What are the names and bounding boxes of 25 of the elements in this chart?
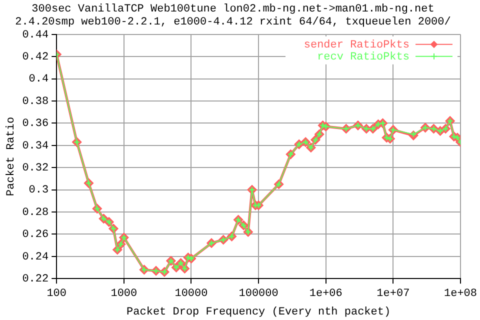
- x-tick-label: 1e+08: [444, 288, 478, 300]
- legend-label: sender RatioPkts: [304, 39, 410, 52]
- x-tick-label: 100000: [238, 288, 278, 300]
- y-tick-label: 0.22: [22, 274, 49, 286]
- y-axis-title: Packet Ratio: [6, 116, 18, 196]
- chart-subtitle: 2.4.20smp web100-2.2.1, e1000-4.4.12 rxint 64/64, txqueuelen 2000/: [15, 16, 451, 29]
- y-tick-label: 0.44: [22, 29, 49, 42]
- x-tick-label: 1000: [110, 288, 138, 300]
- chart-title: 300sec VanillaTCP Web100tune lon02.mb-ng.net->man01.mb-ng.net: [32, 4, 434, 16]
- x-axis-title: Packet Drop Frequency (Every nth packet): [126, 306, 391, 318]
- y-tick-label: 0.28: [22, 206, 49, 219]
- y-tick-label: 0.4: [28, 74, 49, 86]
- legend-label: recv RatioPkts: [317, 51, 410, 64]
- x-tick-label: 1e+06: [309, 288, 342, 300]
- y-tick-label: 0.34: [22, 140, 49, 152]
- y-tick-label: 0.38: [22, 96, 49, 108]
- x-tick-label: 10000: [174, 288, 208, 300]
- x-tick-label: 100: [46, 288, 67, 300]
- y-tick-label: 0.42: [22, 52, 49, 64]
- y-tick-label: 0.36: [22, 118, 49, 130]
- x-tick-label: 1e+07: [376, 288, 410, 300]
- y-tick-label: 0.32: [22, 162, 49, 175]
- y-tick-label: 0.26: [22, 229, 49, 242]
- y-tick-label: 0.24: [22, 251, 49, 264]
- y-tick-label: 0.3: [28, 184, 49, 197]
